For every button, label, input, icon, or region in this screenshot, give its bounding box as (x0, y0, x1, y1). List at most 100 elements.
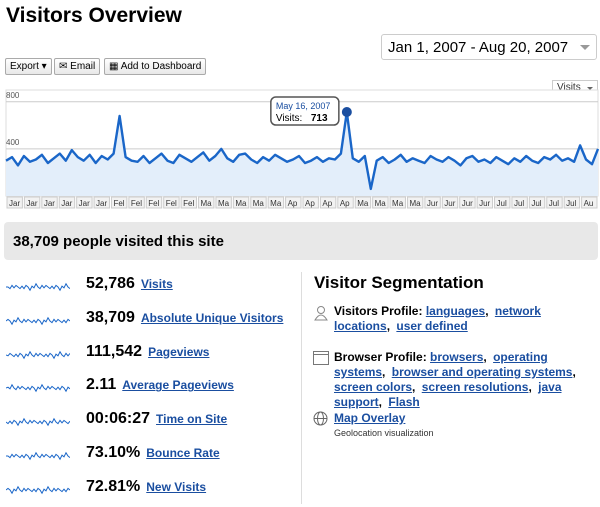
segment-link[interactable]: screen colors (334, 380, 418, 394)
x-tick-label: Ma (235, 199, 247, 208)
x-label-box (23, 196, 41, 209)
area (6, 112, 598, 196)
x-label-box (76, 196, 93, 209)
x-label-box (58, 196, 76, 209)
x-tick-label: Jur (479, 199, 490, 208)
summary-banner: 38,709 people visited this site (4, 222, 598, 260)
sparkline (6, 282, 70, 292)
x-label-box (511, 196, 528, 209)
y-tick-label: 400 (6, 138, 20, 147)
segment-link[interactable]: browsers (430, 350, 490, 364)
export-button[interactable]: Export ▾ (5, 58, 52, 75)
x-label-box (285, 196, 302, 209)
metric-link[interactable]: Absolute Unique Visitors (140, 310, 284, 325)
x-label-box (198, 196, 215, 209)
segment-note: Geolocation visualization (334, 428, 434, 438)
metric-value-box: 38,709 Absolute Unique Visitors (86, 309, 283, 327)
dashboard-button[interactable]: ▦ Add to Dashboard (104, 58, 207, 75)
sparkline-line (6, 485, 70, 495)
page-title: Visitors Overview (6, 4, 182, 27)
x-label-box (302, 196, 319, 209)
x-label-box (406, 196, 424, 209)
x-tick-label: Jur (462, 199, 473, 208)
metric-value-box: 00:06:27 Time on Site (86, 410, 227, 428)
sparkline-line (6, 350, 70, 359)
sparkline (6, 451, 70, 461)
metric-link[interactable]: Pageviews (148, 344, 210, 359)
segment-link[interactable]: languages (426, 304, 492, 318)
x-tick-label: Jar (61, 199, 72, 208)
tooltip-value: 713 (311, 113, 328, 124)
metric-link[interactable]: Visits (140, 277, 173, 291)
segment-link[interactable]: Map Overlay (334, 411, 406, 425)
metric-value-box: 52,786 Visits (86, 275, 173, 293)
x-label-box (372, 196, 389, 209)
button-label: Email (70, 61, 96, 72)
metric-value: 72.81% (86, 477, 141, 495)
sparkline-line (6, 316, 70, 326)
x-label-box (563, 196, 581, 209)
metric-link[interactable]: Average Pageviews (122, 378, 234, 393)
x-label-box (215, 196, 232, 209)
x-tick-label: Ap (340, 199, 350, 208)
x-label-box (476, 196, 494, 209)
x-label-box (494, 196, 511, 209)
x-tick-label: Fel (131, 199, 142, 208)
x-tick-label: Ma (270, 199, 282, 208)
metric-value: 38,709 (86, 308, 135, 326)
x-tick-label: Jar (44, 199, 55, 208)
x-tick-label: Ma (409, 199, 421, 208)
sparkline (6, 350, 70, 359)
segment-link[interactable]: java support (334, 380, 562, 409)
metric-value-box: 2.11 Average Pageviews (86, 376, 234, 394)
x-tick-label: Jul (497, 199, 507, 208)
metric-link[interactable]: New Visits (146, 479, 207, 494)
date-range[interactable]: Jan 1, 2007 - Aug 20, 2007 (381, 34, 597, 60)
person-icon (314, 306, 328, 321)
x-label-box (441, 196, 459, 209)
sparkline (6, 417, 70, 427)
x-label-box (546, 196, 563, 209)
button-label: Export (10, 61, 39, 72)
segment-link[interactable]: network locations (334, 304, 541, 333)
metric-row: 73.10% Bounce Rate (6, 440, 296, 468)
divider (301, 272, 302, 504)
x-label-box (528, 196, 546, 209)
y-tick-label: 800 (6, 91, 20, 100)
x-tick-label: Ma (201, 199, 213, 208)
segment-label: Browser Profile: (334, 350, 427, 364)
tooltip-label: Visits: (276, 113, 303, 124)
x-tick-label: Jul (514, 199, 524, 208)
tooltip-date: May 16, 2007 (276, 101, 331, 111)
x-label-box (145, 196, 163, 209)
x-tick-label: Ap (288, 199, 298, 208)
x-tick-label: Jur (427, 199, 438, 208)
x-tick-label: Fel (183, 199, 194, 208)
segment-link[interactable]: user defined (396, 319, 468, 333)
chart: 400 800 Jar Jar Jar Jar Jar Jar Fel Fel Fel Fel Fel M… (5, 89, 600, 209)
segment-link[interactable]: screen resolutions (422, 380, 535, 394)
x-label-box (110, 196, 128, 209)
x-label-box (93, 196, 110, 209)
metric-link[interactable]: Time on Site (156, 412, 228, 427)
x-tick-label: Jul (531, 199, 541, 208)
line (5, 110, 600, 191)
metric-row: 2.11 Average Pageviews (6, 372, 296, 400)
x-tick-label: Jul (549, 199, 559, 208)
button-label: Add to Dashboard (120, 61, 202, 72)
segment-link[interactable]: Flash (388, 395, 420, 409)
x-label-box (163, 196, 180, 209)
x-label-box (354, 196, 372, 209)
x-label-box (250, 196, 267, 209)
metric-row: 72.81% New Visits (6, 474, 296, 502)
segment-item: Map Overlay Geolocation visualization (334, 411, 596, 441)
segment-link[interactable]: browser and operating systems (392, 365, 579, 379)
metric-link[interactable]: Bounce Rate (146, 446, 220, 460)
segment-link[interactable]: operating systems (334, 350, 548, 379)
email-button[interactable]: ✉ Email (54, 58, 101, 75)
x-tick-label: Fel (166, 199, 177, 208)
tooltip (270, 96, 340, 126)
metric-value: 111,542 (86, 342, 143, 360)
metric-value: 00:06:27 (86, 410, 151, 428)
sparkline (6, 384, 70, 393)
